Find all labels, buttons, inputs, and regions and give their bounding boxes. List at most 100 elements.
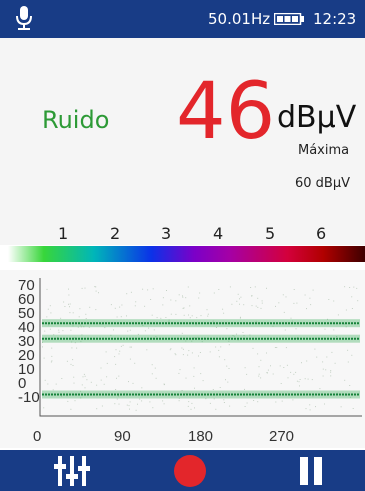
noise-speck xyxy=(309,409,311,411)
noise-speck xyxy=(174,353,176,355)
noise-speck xyxy=(283,367,285,368)
noise-speck xyxy=(142,288,144,290)
noise-speck xyxy=(191,340,193,342)
noise-speck xyxy=(275,401,277,403)
noise-speck xyxy=(309,297,311,299)
y-tick-label: 30 xyxy=(18,333,35,350)
noise-speck xyxy=(215,408,217,410)
noise-speck xyxy=(185,340,187,342)
noise-speck xyxy=(310,304,312,306)
noise-speck xyxy=(90,381,92,383)
noise-speck xyxy=(239,298,240,300)
noise-speck xyxy=(128,405,130,407)
noise-speck xyxy=(197,336,199,338)
max-value: 60 dBµV xyxy=(295,176,351,191)
noise-speck xyxy=(279,365,281,367)
y-tick-label: 50 xyxy=(18,305,35,322)
noise-speck xyxy=(344,379,346,381)
noise-speck xyxy=(306,360,308,362)
noise-speck xyxy=(330,371,332,373)
noise-speck xyxy=(298,381,300,383)
noise-speck xyxy=(72,312,74,314)
noise-speck xyxy=(189,317,191,319)
noise-speck xyxy=(154,367,156,369)
noise-speck xyxy=(129,346,131,348)
noise-speck xyxy=(225,379,226,381)
noise-speck xyxy=(223,399,225,401)
noise-speck xyxy=(46,288,48,290)
noise-speck xyxy=(218,289,220,290)
noise-speck xyxy=(80,397,82,399)
noise-speck xyxy=(349,385,351,386)
noise-speck xyxy=(70,363,72,365)
noise-speck xyxy=(51,347,53,349)
noise-speck xyxy=(268,394,270,396)
noise-speck xyxy=(72,365,74,366)
noise-speck xyxy=(327,318,328,320)
noise-speck xyxy=(42,346,43,348)
noise-speck xyxy=(89,306,91,308)
noise-speck xyxy=(114,403,116,405)
noise-speck xyxy=(52,389,54,391)
noise-speck xyxy=(222,308,224,310)
noise-speck xyxy=(66,360,68,362)
noise-speck xyxy=(139,398,141,400)
noise-speck xyxy=(129,408,130,410)
noise-speck xyxy=(185,377,187,379)
noise-speck xyxy=(106,376,108,378)
noise-speck xyxy=(46,316,48,318)
noise-speck xyxy=(134,362,136,364)
noise-speck xyxy=(228,368,230,369)
noise-speck xyxy=(47,383,49,385)
noise-speck xyxy=(314,348,316,350)
noise-speck xyxy=(220,346,222,348)
noise-speck xyxy=(229,286,231,288)
noise-speck xyxy=(101,323,103,325)
noise-speck xyxy=(170,348,172,350)
noise-speck xyxy=(223,402,225,403)
noise-speck xyxy=(130,291,132,293)
noise-speck xyxy=(258,366,260,368)
record-icon[interactable] xyxy=(172,452,208,489)
noise-speck xyxy=(148,327,150,329)
noise-speck xyxy=(266,372,268,373)
noise-speck xyxy=(295,337,297,339)
noise-speck xyxy=(70,323,72,325)
waterfall-plot xyxy=(0,270,365,448)
microphone-icon[interactable] xyxy=(16,6,32,32)
noise-speck xyxy=(305,408,307,410)
noise-speck xyxy=(86,379,88,381)
noise-speck xyxy=(116,316,118,318)
noise-speck xyxy=(237,293,239,295)
noise-speck xyxy=(297,337,299,339)
noise-speck xyxy=(196,317,198,319)
equalizer-icon[interactable] xyxy=(52,452,92,489)
noise-speck xyxy=(166,290,167,291)
noise-speck xyxy=(76,347,78,349)
noise-speck xyxy=(194,337,195,339)
noise-speck xyxy=(73,376,75,378)
noise-speck xyxy=(43,407,45,409)
noise-speck xyxy=(72,325,74,327)
noise-speck xyxy=(213,292,215,294)
noise-speck xyxy=(128,381,129,383)
noise-speck xyxy=(340,406,342,408)
noise-speck xyxy=(163,403,165,405)
noise-speck xyxy=(207,313,209,315)
noise-speck xyxy=(155,336,157,338)
noise-speck xyxy=(187,405,189,407)
noise-speck xyxy=(191,402,193,404)
x-tick-label: 90 xyxy=(114,428,131,445)
noise-speck xyxy=(127,330,129,332)
noise-speck xyxy=(228,340,230,342)
y-tick-label: 70 xyxy=(18,277,35,294)
noise-speck xyxy=(322,375,324,377)
noise-speck xyxy=(181,390,183,391)
noise-speck xyxy=(141,400,143,402)
noise-speck xyxy=(100,379,102,381)
noise-speck xyxy=(50,361,52,363)
pause-icon[interactable] xyxy=(296,452,326,489)
noise-speck xyxy=(189,305,191,307)
noise-speck xyxy=(69,312,71,314)
noise-speck xyxy=(130,346,132,348)
